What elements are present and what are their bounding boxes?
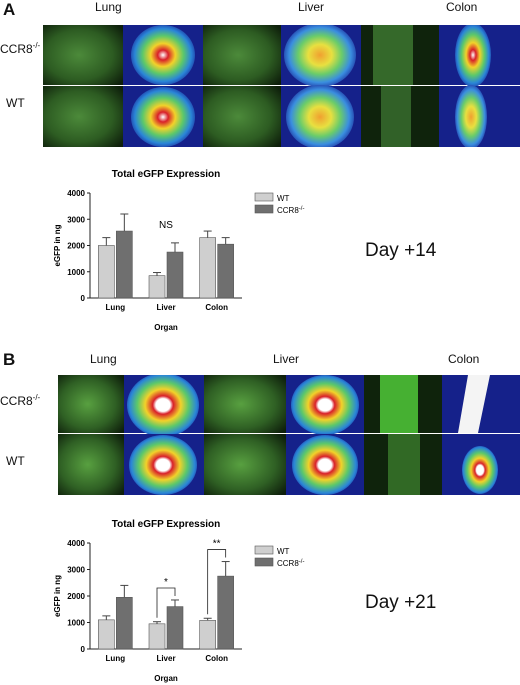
x-tick-label: Liver	[156, 654, 175, 663]
organ-header-liver-b: Liver	[273, 352, 300, 366]
significance-label: **	[213, 539, 221, 550]
image-a-ccr8-liver-gfp	[203, 25, 281, 85]
day-label-a: Day +14	[365, 240, 437, 261]
legend-swatch-wt	[254, 192, 274, 202]
bar-wt-colon	[199, 620, 216, 650]
image-b-ccr8-colon-gut	[380, 375, 418, 433]
bar-ccr8-colon	[217, 243, 234, 299]
bar-wt-liver	[148, 623, 166, 650]
x-tick-label: Colon	[205, 654, 228, 663]
image-b-wt-liver-signal	[292, 435, 358, 495]
panel-b-letter: B	[3, 350, 16, 369]
y-axis-label: eGFP in ng	[53, 224, 62, 266]
legend-swatch-ccr8	[254, 557, 274, 567]
image-a-ccr8-lung-gfp	[43, 25, 123, 85]
image-b-ccr8-liver-signal	[291, 375, 359, 435]
y-tick-label: 0	[81, 294, 86, 303]
day-label-b: Day +21	[365, 592, 437, 613]
significance-label: NS	[159, 220, 173, 231]
organ-header-colon: Colon	[446, 0, 478, 14]
image-b-wt-lung-gfp	[58, 434, 124, 495]
legend-label-ccr8: CCR8-/-	[277, 559, 304, 568]
y-tick-label: 2000	[67, 242, 85, 251]
image-grid-b	[58, 375, 520, 495]
image-a-ccr8-liver-signal	[284, 25, 356, 87]
legend-swatch-ccr8	[254, 204, 274, 214]
legend-swatch-wt	[254, 545, 274, 555]
bar-wt-colon	[199, 237, 216, 299]
image-a-wt-lung-gfp	[43, 86, 123, 147]
chart-a: Total eGFP Expression 0 1000 2000 3000 4000 eG…	[53, 169, 304, 332]
organ-header-lung: Lung	[95, 0, 122, 14]
y-tick-label: 1000	[67, 268, 85, 277]
image-a-ccr8-colon-gut	[373, 25, 413, 85]
image-b-wt-lung-signal	[129, 435, 197, 495]
bar-ccr8-colon	[217, 575, 234, 650]
bar-ccr8-liver	[166, 251, 184, 299]
chart-title: Total eGFP Expression	[112, 519, 221, 530]
x-axis-label: Organ	[154, 323, 178, 332]
y-tick-label: 3000	[67, 215, 85, 224]
image-a-wt-lung-signal	[131, 87, 195, 147]
chart-title: Total eGFP Expression	[112, 169, 221, 180]
legend-label-ccr8: CCR8-/-	[277, 206, 304, 215]
x-tick-label: Lung	[106, 654, 126, 663]
bar-ccr8-lung	[116, 597, 133, 650]
image-b-ccr8-liver-gfp	[204, 375, 286, 433]
significance-bracket	[156, 587, 176, 618]
bar-ccr8-lung	[116, 230, 133, 299]
image-a-ccr8-lung-signal	[131, 25, 195, 85]
x-axis-label: Organ	[154, 674, 178, 683]
image-grid-a	[43, 25, 520, 147]
image-b-ccr8-lung-signal	[127, 375, 199, 437]
image-b-ccr8-lung-gfp	[58, 375, 124, 433]
y-tick-label: 4000	[67, 189, 85, 198]
y-tick-label: 3000	[67, 566, 85, 575]
bar-wt-liver	[148, 275, 166, 299]
image-b-wt-colon-gut	[388, 434, 420, 495]
legend-label-wt: WT	[277, 194, 290, 203]
y-tick-label: 1000	[67, 619, 85, 628]
bar-wt-lung	[98, 245, 115, 299]
panel-a-letter: A	[3, 0, 16, 19]
y-tick-label: 2000	[67, 592, 85, 601]
row-label-wt-b: WT	[6, 454, 25, 468]
significance-label: *	[164, 577, 168, 588]
image-b-ccr8-colon-signal	[458, 375, 490, 433]
chart-b: Total eGFP Expression 0 1000 2000 3000 4000 eG…	[53, 519, 304, 683]
image-a-wt-liver-signal	[286, 85, 354, 147]
image-a-wt-colon-signal	[455, 85, 487, 147]
image-a-wt-liver-gfp	[203, 86, 281, 147]
y-tick-label: 0	[81, 645, 86, 654]
x-tick-label: Lung	[106, 303, 126, 312]
row-label-ccr8-b: CCR8-/-	[0, 393, 41, 408]
legend-label-wt: WT	[277, 547, 290, 556]
row-label-wt: WT	[6, 96, 25, 110]
image-a-wt-colon-gut	[381, 86, 411, 147]
row-label-ccr8: CCR8-/-	[0, 41, 41, 56]
bar-wt-lung	[98, 619, 115, 650]
y-axis-label: eGFP in ng	[53, 575, 62, 617]
significance-bracket	[207, 549, 227, 615]
organ-header-lung-b: Lung	[90, 352, 117, 366]
x-tick-label: Colon	[205, 303, 228, 312]
organ-header-colon-b: Colon	[448, 352, 480, 366]
y-tick-label: 4000	[67, 539, 85, 548]
image-a-ccr8-colon-signal	[455, 25, 491, 87]
bar-ccr8-liver	[166, 606, 184, 650]
x-tick-label: Liver	[156, 303, 175, 312]
image-b-wt-liver-gfp	[204, 434, 286, 495]
organ-header-liver: Liver	[298, 0, 325, 14]
image-b-wt-colon-signal	[462, 446, 498, 494]
